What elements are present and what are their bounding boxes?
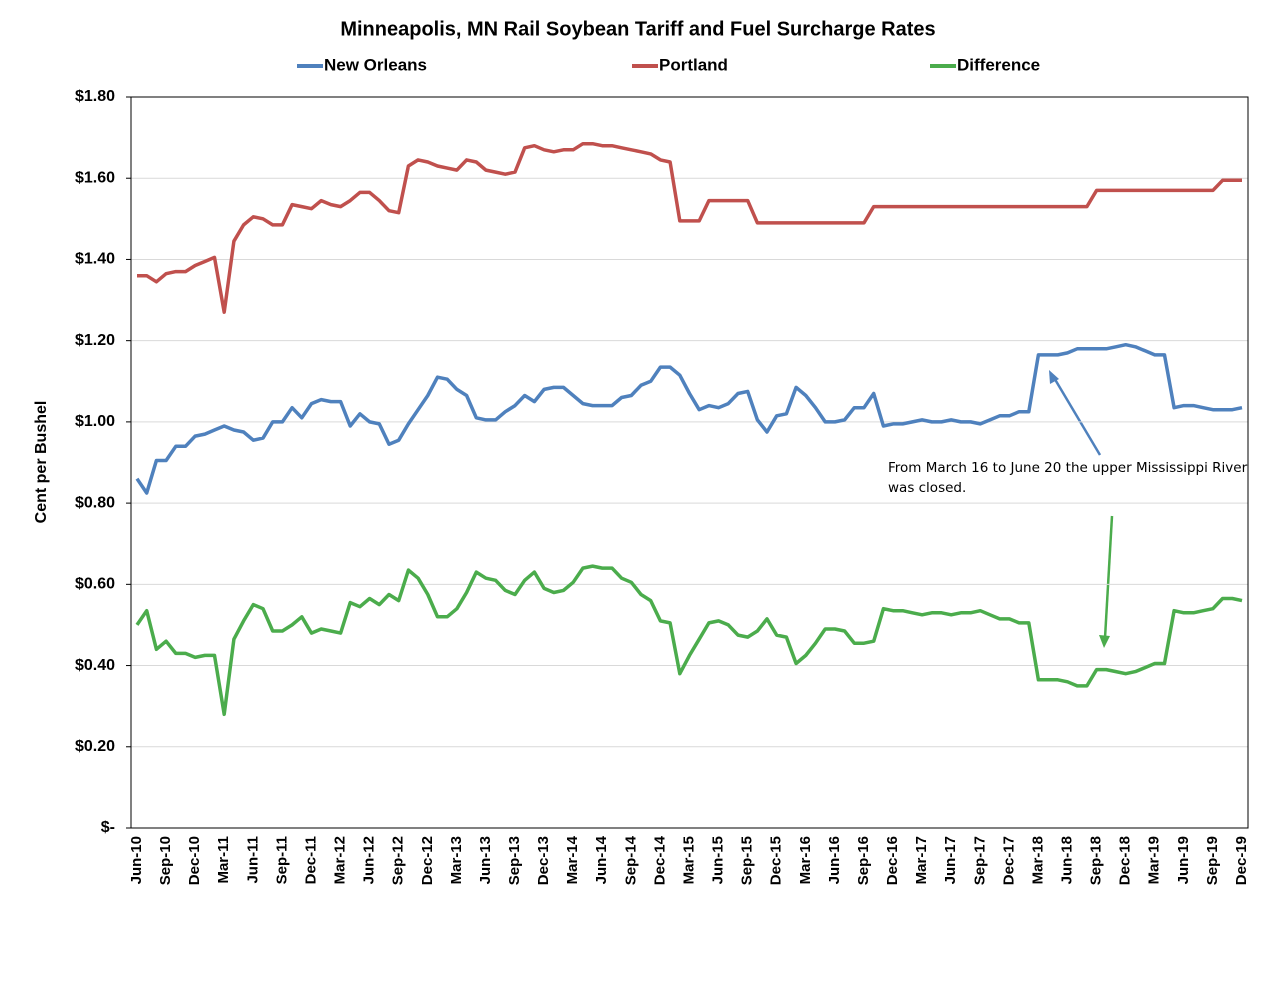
x-tick-label: Mar-14: [564, 835, 581, 884]
x-tick-label: Sep-17: [971, 836, 988, 885]
legend-label: New Orleans: [324, 55, 427, 74]
legend-label: Difference: [957, 55, 1040, 74]
series-line: [135, 342, 1243, 495]
y-axis-label: Cent per Bushel: [33, 401, 50, 524]
x-tick-label: Jun-19: [1175, 836, 1192, 884]
annotation-arrows: [1049, 370, 1114, 648]
arrow-head: [1099, 635, 1110, 648]
x-tick-label: Jun-18: [1058, 836, 1075, 884]
chart-title: Minneapolis, MN Rail Soybean Tariff and …: [340, 18, 935, 40]
x-tick-label: Dec-11: [302, 836, 319, 884]
x-tick-label: Mar-19: [1146, 836, 1163, 884]
y-tick-label: $0.40: [75, 657, 115, 674]
y-tick-label: $1.60: [75, 169, 115, 186]
x-tick-label: Sep-11: [273, 836, 290, 884]
arrow: [1051, 375, 1102, 456]
x-tick-label: Jun-16: [826, 836, 843, 884]
legend-label: Portland: [659, 55, 728, 74]
series-line: [135, 564, 1243, 717]
x-tick-label: Dec-19: [1233, 836, 1250, 885]
x-tick-label: Sep-18: [1088, 836, 1105, 885]
x-tick-label: Mar-12: [332, 836, 349, 884]
x-tick-label: Jun-10: [128, 836, 145, 884]
x-tick-label: Sep-15: [739, 836, 756, 885]
x-tick-label: Dec-18: [1117, 836, 1134, 885]
x-tick-label: Jun-17: [942, 836, 959, 884]
x-tick-label: Dec-17: [1000, 836, 1017, 885]
x-tick-label: Mar-15: [680, 836, 697, 884]
x-tick-label: Mar-16: [797, 836, 814, 884]
x-tick-label: Sep-10: [157, 836, 174, 885]
y-tick-label: $0.20: [75, 738, 115, 755]
y-tick-label: $-: [101, 819, 115, 836]
x-tick-label: Mar-18: [1029, 836, 1046, 884]
x-tick-label: Jun-15: [710, 836, 727, 884]
series-line: [137, 141, 1242, 314]
x-tick-label: Jun-14: [593, 835, 610, 884]
plot-frame: [130, 96, 1249, 829]
y-tick-label: $1.40: [75, 251, 115, 268]
annotation: From March 16 to June 20 the upper Missi…: [888, 460, 1248, 496]
x-tick-label: Sep-13: [506, 836, 523, 885]
x-tick-label: Sep-16: [855, 836, 872, 885]
x-tick-label: Mar-17: [913, 836, 930, 884]
x-tick-label: Jun-11: [244, 836, 261, 884]
x-tick-label: Jun-13: [477, 836, 494, 884]
arrow: [1103, 515, 1114, 639]
y-tick-label: $0.60: [75, 576, 115, 593]
y-tick-label: $1.20: [75, 332, 115, 349]
x-tick-label: Sep-19: [1204, 836, 1221, 885]
x-tick-label: Mar-11: [215, 836, 232, 884]
x-tick-label: Dec-16: [884, 836, 901, 885]
x-tick-label: Sep-14: [622, 835, 639, 885]
x-tick-label: Dec-12: [419, 836, 436, 885]
x-tick-label: Mar-13: [448, 836, 465, 884]
x-tick-label: Dec-10: [186, 836, 203, 885]
x-tick-label: Dec-15: [768, 836, 785, 885]
x-tick-label: Sep-12: [390, 836, 407, 885]
x-tick-label: Dec-14: [651, 835, 668, 885]
y-tick-label: $1.80: [75, 88, 115, 105]
y-tick-label: $0.80: [75, 494, 115, 511]
y-tick-label: $1.00: [75, 413, 115, 430]
x-tick-label: Dec-13: [535, 836, 552, 885]
x-tick-label: Jun-12: [361, 836, 378, 884]
arrow-head: [1049, 370, 1059, 384]
